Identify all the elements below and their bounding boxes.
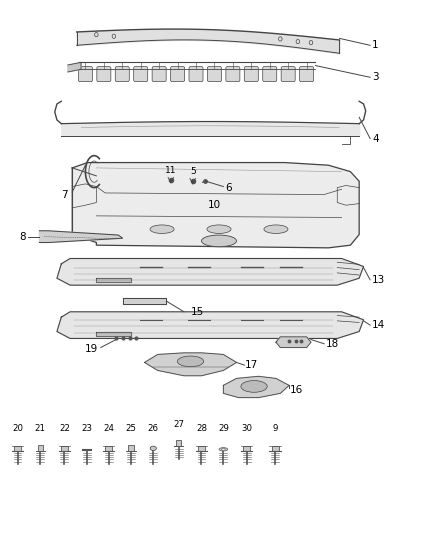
Text: 29: 29	[218, 424, 229, 433]
Polygon shape	[68, 62, 81, 72]
Text: 22: 22	[59, 424, 70, 433]
Bar	[198, 446, 205, 450]
Polygon shape	[96, 278, 131, 282]
Polygon shape	[145, 353, 237, 376]
Ellipse shape	[177, 356, 204, 367]
FancyBboxPatch shape	[281, 67, 295, 82]
Polygon shape	[123, 298, 166, 304]
Polygon shape	[276, 337, 311, 348]
FancyBboxPatch shape	[115, 67, 129, 82]
Text: 20: 20	[12, 424, 23, 433]
Ellipse shape	[241, 381, 267, 392]
FancyBboxPatch shape	[244, 67, 258, 82]
FancyBboxPatch shape	[300, 67, 314, 82]
Bar	[61, 446, 68, 450]
FancyBboxPatch shape	[189, 67, 203, 82]
FancyBboxPatch shape	[208, 67, 222, 82]
Text: 24: 24	[103, 424, 114, 433]
Text: 14: 14	[372, 320, 385, 330]
Text: 1: 1	[372, 41, 379, 50]
Text: 23: 23	[81, 424, 92, 433]
Text: 3: 3	[372, 72, 379, 82]
Bar	[128, 445, 134, 450]
Text: 21: 21	[35, 424, 46, 433]
Bar	[243, 446, 250, 450]
Text: 8: 8	[20, 232, 26, 242]
Text: 26: 26	[148, 424, 159, 433]
Polygon shape	[96, 332, 131, 336]
Ellipse shape	[221, 448, 225, 450]
Text: 25: 25	[125, 424, 137, 433]
Text: 6: 6	[226, 183, 232, 192]
FancyBboxPatch shape	[152, 67, 166, 82]
FancyBboxPatch shape	[226, 67, 240, 82]
Polygon shape	[57, 259, 364, 285]
Bar	[176, 440, 181, 446]
FancyBboxPatch shape	[97, 67, 111, 82]
Text: 16: 16	[290, 385, 303, 395]
Bar	[38, 445, 43, 450]
Ellipse shape	[150, 446, 156, 450]
Text: 5: 5	[190, 167, 196, 176]
Ellipse shape	[219, 448, 228, 451]
Text: 17: 17	[245, 360, 258, 370]
Bar	[105, 446, 112, 450]
Bar	[272, 446, 279, 450]
Text: 15: 15	[191, 307, 204, 317]
Text: 4: 4	[372, 134, 379, 143]
Text: 10: 10	[208, 200, 221, 210]
FancyBboxPatch shape	[263, 67, 277, 82]
Bar	[14, 446, 21, 450]
Polygon shape	[57, 312, 364, 338]
Polygon shape	[223, 376, 289, 398]
Ellipse shape	[150, 225, 174, 233]
Polygon shape	[72, 163, 359, 248]
Text: 27: 27	[173, 419, 184, 429]
Ellipse shape	[207, 225, 231, 233]
FancyBboxPatch shape	[134, 67, 148, 82]
FancyBboxPatch shape	[170, 67, 184, 82]
Polygon shape	[39, 231, 123, 243]
Text: 28: 28	[196, 424, 207, 433]
Text: 30: 30	[241, 424, 252, 433]
Ellipse shape	[201, 235, 237, 247]
Text: 7: 7	[61, 190, 68, 199]
Text: 9: 9	[272, 424, 278, 433]
Text: 19: 19	[85, 344, 99, 354]
Text: 13: 13	[372, 275, 385, 285]
Ellipse shape	[264, 225, 288, 233]
Text: 11: 11	[165, 166, 177, 175]
Text: 18: 18	[326, 339, 339, 349]
FancyBboxPatch shape	[78, 67, 92, 82]
